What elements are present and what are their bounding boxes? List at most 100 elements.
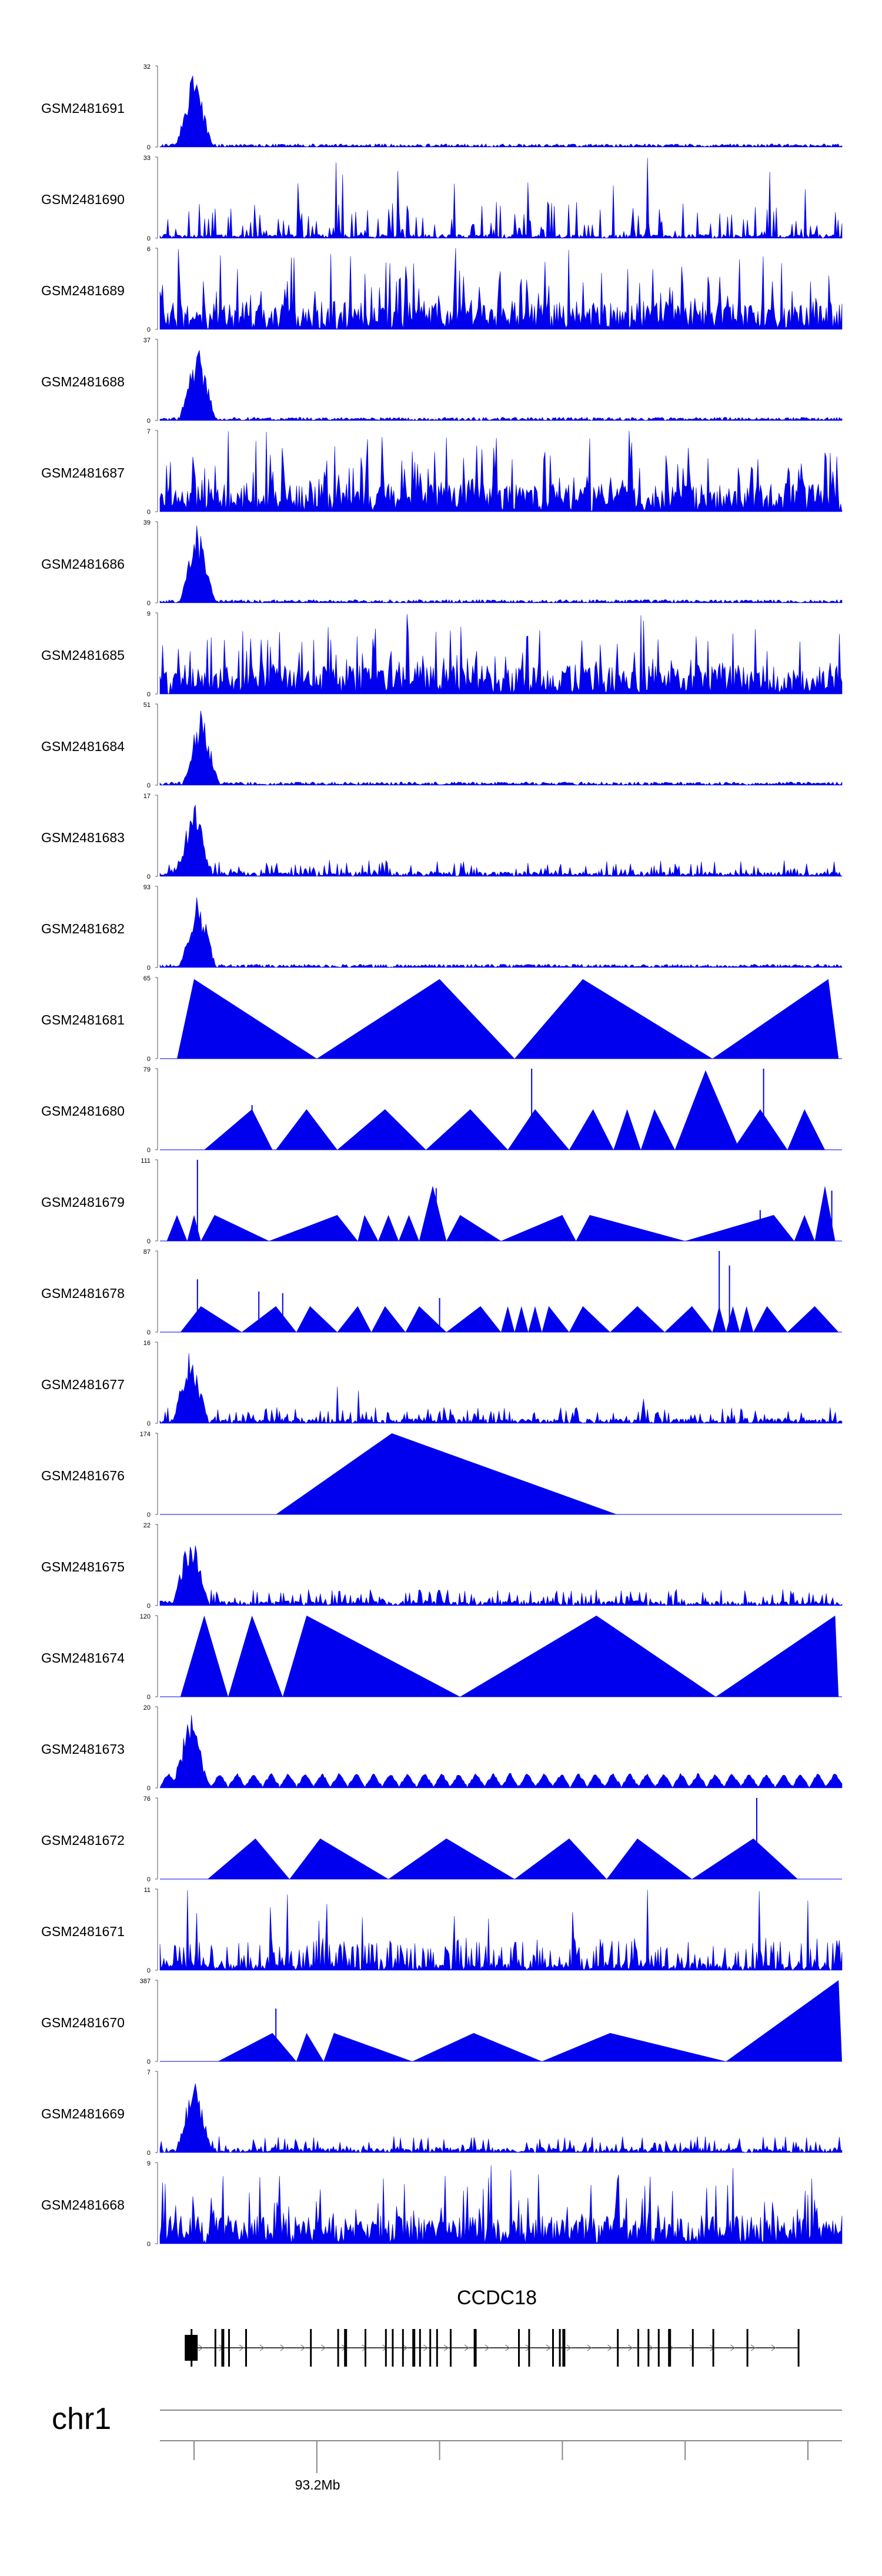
signal-triangle bbox=[269, 1214, 358, 1241]
track-label: GSM2481673 bbox=[41, 1741, 125, 1757]
signal-triangle bbox=[180, 1616, 228, 1697]
signal-area bbox=[159, 2165, 843, 2245]
y-min-label: 0 bbox=[147, 144, 151, 151]
signal-triangle bbox=[569, 1109, 614, 1150]
track-GSM2481668: GSM2481668 9 0 bbox=[41, 2160, 843, 2248]
exon bbox=[450, 2329, 452, 2367]
strand-arrow bbox=[403, 2344, 408, 2351]
track-GSM2481682: GSM2481682 93 0 bbox=[41, 884, 843, 972]
track-label: GSM2481675 bbox=[41, 1559, 125, 1574]
y-max-label: 111 bbox=[141, 1157, 151, 1164]
signal-triangle bbox=[576, 1214, 686, 1241]
signal-area bbox=[159, 710, 843, 786]
signal-triangle bbox=[446, 1306, 501, 1332]
exon bbox=[473, 2329, 477, 2367]
y-min-label: 0 bbox=[147, 1511, 151, 1519]
exon bbox=[365, 2329, 366, 2367]
exon bbox=[668, 2329, 671, 2367]
track-GSM2481679: GSM2481679 111 0 bbox=[41, 1157, 842, 1245]
signal-triangle bbox=[419, 1186, 447, 1241]
y-max-label: 22 bbox=[143, 1522, 151, 1529]
y-min-label: 0 bbox=[147, 2150, 151, 2157]
exon bbox=[385, 2329, 387, 2367]
signal-triangle bbox=[446, 1214, 501, 1241]
gene-structure bbox=[185, 2329, 800, 2367]
signal-area bbox=[159, 2083, 843, 2153]
signal-triangle bbox=[289, 1838, 389, 1879]
exon bbox=[214, 2329, 216, 2367]
track-label: GSM2481680 bbox=[41, 1103, 125, 1119]
signal-triangle bbox=[501, 1306, 515, 1332]
signal-triangle bbox=[180, 1306, 242, 1332]
signal-triangle bbox=[613, 1109, 641, 1150]
signal-triangle bbox=[514, 979, 713, 1059]
signal-triangle bbox=[276, 1433, 617, 1514]
track-GSM2481680: GSM2481680 79 0 bbox=[41, 1066, 842, 1154]
signal-triangle bbox=[753, 1306, 788, 1332]
y-max-label: 79 bbox=[143, 1066, 151, 1073]
y-min-label: 0 bbox=[147, 1785, 151, 1792]
track-label: GSM2481682 bbox=[41, 921, 125, 936]
signal-triangle bbox=[242, 1306, 296, 1332]
signal-triangle bbox=[177, 979, 317, 1059]
signal-area bbox=[159, 248, 843, 330]
signal-area bbox=[159, 75, 843, 148]
exon bbox=[552, 2329, 554, 2367]
exon bbox=[337, 2329, 339, 2367]
y-max-label: 33 bbox=[143, 155, 151, 162]
chromosome-label: chr1 bbox=[52, 2402, 111, 2436]
signal-triangle bbox=[296, 2033, 324, 2061]
strand-arrow bbox=[730, 2344, 736, 2351]
exon bbox=[528, 2329, 530, 2367]
track-label: GSM2481687 bbox=[41, 465, 125, 481]
strand-arrow bbox=[566, 2344, 572, 2351]
signal-triangle bbox=[228, 1616, 283, 1697]
track-GSM2481683: GSM2481683 17 0 bbox=[41, 793, 843, 880]
signal-triangle bbox=[691, 1838, 798, 1879]
y-min-label: 0 bbox=[147, 1603, 151, 1610]
y-min-label: 0 bbox=[147, 965, 151, 972]
strand-arrow bbox=[607, 2344, 613, 2351]
signal-area bbox=[159, 525, 843, 603]
signal-triangle bbox=[507, 1109, 569, 1150]
signal-triangle bbox=[787, 1306, 839, 1332]
exon bbox=[559, 2329, 561, 2367]
signal-triangle bbox=[640, 1109, 675, 1150]
gene-model: CCDC18 bbox=[185, 2287, 800, 2367]
strand-arrow bbox=[259, 2344, 265, 2351]
exon bbox=[191, 2329, 193, 2367]
track-GSM2481675: GSM2481675 22 0 bbox=[41, 1522, 843, 1610]
signal-triangle bbox=[542, 1306, 569, 1332]
signal-triangle bbox=[460, 1616, 716, 1697]
y-max-label: 7 bbox=[147, 2069, 151, 2076]
signal-area bbox=[159, 805, 843, 877]
signal-area bbox=[159, 158, 843, 239]
strand-arrow bbox=[464, 2344, 470, 2351]
signal-triangle bbox=[740, 1306, 754, 1332]
signal-triangle bbox=[296, 1306, 338, 1332]
tick-label: 93.2Mb bbox=[295, 2477, 340, 2492]
signal-triangle bbox=[204, 1109, 273, 1150]
y-min-label: 0 bbox=[147, 1329, 151, 1336]
strand-arrow bbox=[300, 2344, 306, 2351]
strand-arrow bbox=[423, 2344, 429, 2351]
exon bbox=[429, 2329, 432, 2367]
exon bbox=[436, 2329, 438, 2367]
signal-triangle bbox=[716, 1616, 839, 1697]
y-min-label: 0 bbox=[147, 1967, 151, 1974]
signal-triangle bbox=[412, 2033, 542, 2061]
signal-triangle bbox=[501, 1214, 576, 1241]
axis-lines bbox=[160, 2410, 842, 2473]
strand-arrow bbox=[750, 2344, 756, 2351]
signal-triangle bbox=[542, 2033, 726, 2061]
signal-triangle bbox=[569, 1306, 610, 1332]
y-max-label: 87 bbox=[143, 1249, 151, 1256]
exon bbox=[392, 2329, 394, 2367]
exon bbox=[412, 2329, 416, 2367]
exon bbox=[344, 2329, 348, 2367]
track-GSM2481689: GSM2481689 6 0 bbox=[41, 246, 843, 333]
signal-triangle bbox=[201, 1214, 269, 1241]
exon bbox=[310, 2329, 312, 2367]
y-max-label: 65 bbox=[143, 975, 151, 982]
